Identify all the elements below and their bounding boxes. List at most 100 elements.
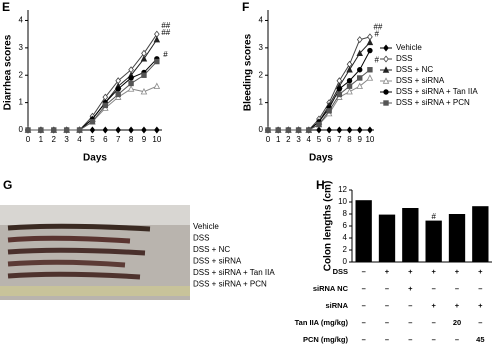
marker xyxy=(285,127,292,133)
row-label: Tan IIA (mg/kg) xyxy=(295,318,349,327)
annotation: # xyxy=(431,212,436,221)
row-label: siRNA NC xyxy=(313,284,349,293)
marker xyxy=(346,66,353,73)
marker xyxy=(336,86,343,92)
marker xyxy=(25,127,31,133)
x-tick-label: 5 xyxy=(90,135,95,144)
marker xyxy=(367,47,373,54)
y-tick-label: 3 xyxy=(19,43,24,52)
colon xyxy=(7,235,131,244)
x-tick-label: 10 xyxy=(152,135,161,144)
marker xyxy=(76,127,83,133)
row-cell: – xyxy=(408,318,412,327)
x-tick-label: 3 xyxy=(64,135,69,144)
row-label: siRNA xyxy=(325,301,348,310)
y-tick-label: 2 xyxy=(259,70,264,79)
marker xyxy=(115,86,121,92)
y-tick-label: 4 xyxy=(343,233,348,242)
row-cell: – xyxy=(478,318,482,327)
bar xyxy=(448,214,466,262)
x-tick-label: 7 xyxy=(116,135,121,144)
y-tick-label: 2 xyxy=(19,70,24,79)
x-tick-label: 3 xyxy=(296,135,301,144)
x-tick-label: 4 xyxy=(77,135,82,144)
marker xyxy=(265,127,271,133)
photo-legend-label: DSS + siRNA + PCN xyxy=(193,280,267,289)
y-tick-label: 0 xyxy=(343,257,348,266)
x-axis-label: Days xyxy=(309,153,333,164)
row-label: DSS xyxy=(333,267,348,276)
row-cell: + xyxy=(408,284,413,293)
x-tick-label: 8 xyxy=(129,135,134,144)
x-tick-label: 1 xyxy=(276,135,281,144)
y-tick-label: 3 xyxy=(259,43,264,52)
bar xyxy=(355,200,372,262)
legend-label: DSS + NC xyxy=(396,65,433,74)
marker xyxy=(295,127,302,133)
x-tick-label: 0 xyxy=(266,135,271,144)
panel-label: G xyxy=(3,178,12,192)
x-tick-label: 4 xyxy=(307,135,312,144)
row-cell: + xyxy=(478,301,483,310)
marker xyxy=(102,126,109,134)
row-cell: 20 xyxy=(453,318,461,327)
row-cell: 45 xyxy=(476,335,484,344)
row-cell: – xyxy=(385,301,389,310)
photo-legend-label: DSS + NC xyxy=(193,245,230,254)
y-axis-label: Diarrhea scores xyxy=(3,34,14,110)
x-tick-label: 1 xyxy=(39,135,44,144)
marker xyxy=(316,126,322,134)
x-tick-label: 9 xyxy=(142,135,147,144)
marker xyxy=(153,35,161,43)
annotation: ## xyxy=(161,28,170,37)
marker xyxy=(356,49,363,57)
row-cell: – xyxy=(385,318,389,327)
marker xyxy=(115,91,121,98)
row-cell: – xyxy=(385,335,389,344)
y-tick-label: 0 xyxy=(19,125,24,134)
marker xyxy=(154,58,160,65)
y-tick-label: 8 xyxy=(343,209,348,218)
marker xyxy=(51,127,57,133)
y-tick-label: 4 xyxy=(19,16,24,25)
marker xyxy=(356,126,363,134)
marker xyxy=(140,55,148,62)
marker xyxy=(367,67,373,73)
marker xyxy=(383,44,389,52)
marker xyxy=(336,126,343,134)
legend-label: Vehicle xyxy=(396,43,422,52)
x-tick-label: 7 xyxy=(337,135,342,144)
marker xyxy=(346,78,353,84)
marker xyxy=(383,89,389,95)
marker xyxy=(356,82,363,89)
marker xyxy=(357,67,363,73)
panel-label: H xyxy=(316,178,325,192)
row-cell: – xyxy=(408,301,412,310)
legend-label: DSS + siRNA + PCN xyxy=(396,98,470,107)
annotation: ## xyxy=(373,22,382,31)
photo-background xyxy=(0,205,190,225)
panel-label: E xyxy=(2,0,10,14)
marker xyxy=(102,102,109,109)
x-tick-label: 8 xyxy=(347,135,352,144)
marker xyxy=(316,121,322,128)
y-tick-label: 6 xyxy=(343,221,348,230)
row-cell: + xyxy=(455,301,460,310)
marker xyxy=(140,87,148,95)
colon xyxy=(7,247,146,256)
bar xyxy=(402,208,419,262)
marker xyxy=(346,83,353,89)
y-tick-label: 4 xyxy=(259,16,264,25)
x-tick-label: 6 xyxy=(327,135,332,144)
row-cell: + xyxy=(431,301,436,310)
marker xyxy=(383,100,389,106)
x-tick-label: 5 xyxy=(317,135,322,144)
photo-legend-label: Vehicle xyxy=(193,222,219,231)
marker xyxy=(336,91,343,98)
legend-label: DSS + siRNA xyxy=(396,76,445,85)
marker xyxy=(141,126,147,134)
marker xyxy=(127,85,135,92)
colon xyxy=(7,271,141,280)
panel-label: F xyxy=(242,0,249,14)
